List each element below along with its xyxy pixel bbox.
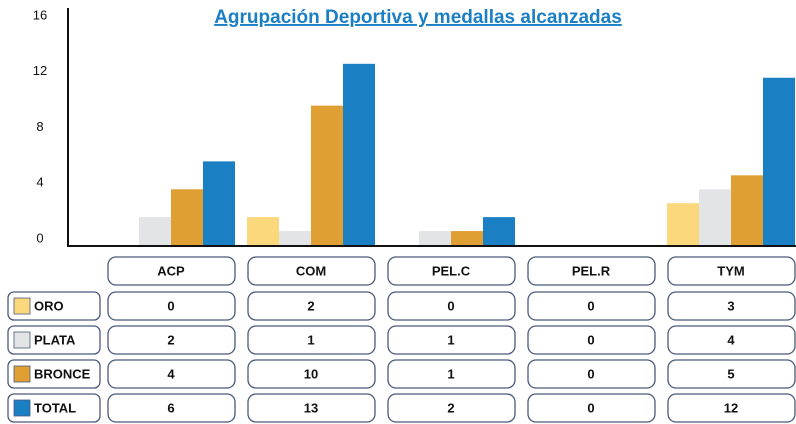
legend-label: BRONCE bbox=[34, 366, 91, 381]
bar bbox=[343, 63, 375, 245]
table-value: 13 bbox=[304, 400, 318, 415]
table-value: 0 bbox=[447, 298, 454, 313]
table-value: 0 bbox=[587, 366, 594, 381]
table-value: 2 bbox=[447, 400, 454, 415]
table-cell bbox=[387, 325, 516, 355]
bar bbox=[419, 231, 451, 245]
table-cell bbox=[387, 291, 516, 321]
table-cell bbox=[527, 359, 656, 389]
table-value: 4 bbox=[727, 332, 735, 347]
table-cell bbox=[247, 291, 376, 321]
legend-cell bbox=[7, 359, 101, 389]
y-tick-label: 16 bbox=[33, 7, 47, 22]
bar bbox=[699, 189, 731, 245]
table-value: 0 bbox=[587, 298, 594, 313]
bar bbox=[311, 105, 343, 245]
table-header-cell bbox=[387, 256, 516, 286]
bar bbox=[203, 161, 235, 245]
x-tick-label: PEL.C bbox=[432, 263, 471, 278]
legend-cell bbox=[7, 393, 101, 423]
table-cell bbox=[667, 393, 796, 423]
bar bbox=[139, 217, 171, 245]
legend-swatch bbox=[13, 297, 31, 315]
table-header-cell bbox=[667, 256, 796, 286]
table-value: 1 bbox=[447, 332, 454, 347]
table-header-cell bbox=[527, 256, 656, 286]
legend-cell bbox=[7, 325, 101, 355]
table-value: 0 bbox=[587, 400, 594, 415]
table-value: 6 bbox=[167, 400, 174, 415]
x-tick-label: ACP bbox=[157, 263, 185, 278]
bar bbox=[247, 217, 279, 245]
table-value: 12 bbox=[724, 400, 738, 415]
table-cell bbox=[527, 291, 656, 321]
bar bbox=[279, 231, 311, 245]
table-header-cell bbox=[107, 256, 236, 286]
legend-cell bbox=[7, 291, 101, 321]
table-cell bbox=[247, 325, 376, 355]
table-header-cell bbox=[247, 256, 376, 286]
table-cell bbox=[527, 325, 656, 355]
bar bbox=[171, 189, 203, 245]
table-value: 1 bbox=[447, 366, 454, 381]
table-cell bbox=[387, 393, 516, 423]
bar bbox=[731, 175, 763, 245]
table-cell bbox=[527, 393, 656, 423]
table-cell bbox=[667, 291, 796, 321]
table-cell bbox=[107, 393, 236, 423]
y-tick-label: 12 bbox=[33, 63, 47, 78]
table-value: 2 bbox=[167, 332, 174, 347]
legend-label: ORO bbox=[34, 298, 64, 313]
legend-label: TOTAL bbox=[34, 400, 76, 415]
table-cell bbox=[387, 359, 516, 389]
legend-swatch bbox=[13, 399, 31, 417]
table-value: 1 bbox=[307, 332, 314, 347]
table-cell bbox=[107, 325, 236, 355]
y-tick-label: 0 bbox=[36, 230, 43, 245]
table-value: 4 bbox=[167, 366, 175, 381]
table-value: 5 bbox=[727, 366, 734, 381]
legend-swatch bbox=[13, 331, 31, 349]
bar bbox=[667, 203, 699, 245]
table-cell bbox=[667, 325, 796, 355]
bar bbox=[483, 217, 515, 245]
table-value: 0 bbox=[587, 332, 594, 347]
x-tick-label: TYM bbox=[717, 263, 744, 278]
table-cell bbox=[107, 291, 236, 321]
bar bbox=[451, 231, 483, 245]
chart-title: Agrupación Deportiva y medallas alcanzad… bbox=[214, 7, 622, 28]
legend-label: PLATA bbox=[34, 332, 76, 347]
table-value: 2 bbox=[307, 298, 314, 313]
table-cell bbox=[667, 359, 796, 389]
x-tick-label: PEL.R bbox=[572, 263, 611, 278]
table-cell bbox=[247, 359, 376, 389]
table-value: 10 bbox=[304, 366, 318, 381]
table-cell bbox=[107, 359, 236, 389]
bar bbox=[763, 77, 795, 245]
table-value: 0 bbox=[167, 298, 174, 313]
x-tick-label: COM bbox=[296, 263, 326, 278]
table-cell bbox=[247, 393, 376, 423]
table-value: 3 bbox=[727, 298, 734, 313]
y-tick-label: 4 bbox=[36, 175, 43, 190]
y-tick-label: 8 bbox=[36, 119, 43, 134]
legend-swatch bbox=[13, 365, 31, 383]
